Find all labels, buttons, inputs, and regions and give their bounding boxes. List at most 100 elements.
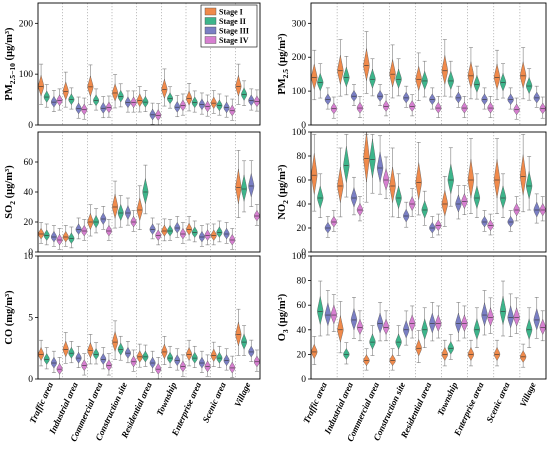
violin bbox=[330, 102, 337, 115]
violin bbox=[473, 74, 481, 93]
violin bbox=[526, 171, 533, 199]
violin bbox=[93, 214, 100, 229]
legend-label: Stage I bbox=[219, 8, 243, 17]
violin bbox=[136, 93, 143, 108]
violin bbox=[429, 93, 436, 106]
violin bbox=[155, 109, 162, 121]
violin bbox=[324, 221, 331, 234]
violin bbox=[229, 104, 236, 117]
violin bbox=[435, 314, 442, 332]
violin bbox=[526, 76, 533, 95]
violin bbox=[241, 87, 248, 101]
y-tick-label: 0 bbox=[28, 375, 33, 385]
violin bbox=[179, 227, 186, 240]
y-axis-label: NO2 (μg/m³) bbox=[277, 164, 290, 220]
y-tick-label: 0 bbox=[28, 248, 33, 258]
violin bbox=[43, 352, 50, 365]
violin bbox=[93, 94, 100, 107]
violin bbox=[533, 201, 540, 218]
violin bbox=[461, 101, 468, 114]
violin bbox=[155, 229, 162, 241]
violin bbox=[376, 312, 384, 334]
violin bbox=[112, 193, 119, 219]
violin bbox=[210, 96, 217, 110]
violin bbox=[43, 229, 50, 241]
y-tick-label: 10 bbox=[24, 252, 34, 262]
y-tick-label: 60 bbox=[297, 301, 307, 311]
y-tick-label: 80 bbox=[297, 277, 307, 287]
violin bbox=[124, 346, 131, 359]
violin bbox=[513, 202, 520, 217]
y-tick-label: 60 bbox=[297, 176, 307, 186]
violin bbox=[223, 227, 230, 240]
violin bbox=[142, 350, 149, 363]
violin bbox=[317, 72, 324, 92]
violin bbox=[499, 185, 507, 210]
violin bbox=[81, 103, 88, 116]
violin bbox=[241, 174, 248, 202]
violin bbox=[50, 356, 57, 369]
y-axis-label: PM2.5−10 (μg/m³) bbox=[4, 27, 17, 101]
violin bbox=[395, 185, 402, 210]
violin bbox=[216, 226, 223, 238]
y-tick-label: 0 bbox=[301, 375, 306, 385]
violin bbox=[415, 338, 422, 357]
violin bbox=[81, 224, 88, 237]
violin bbox=[161, 78, 168, 100]
y-tick-label: 300 bbox=[292, 19, 307, 29]
violin bbox=[149, 356, 156, 369]
violin bbox=[421, 317, 428, 341]
violin bbox=[317, 296, 324, 325]
violin bbox=[441, 190, 448, 217]
category-label: Township bbox=[154, 380, 178, 417]
violin bbox=[382, 168, 390, 191]
violin bbox=[324, 302, 331, 327]
category-label: Traffic area bbox=[301, 380, 329, 425]
violin bbox=[435, 219, 442, 232]
violin bbox=[38, 227, 45, 240]
violin bbox=[350, 186, 358, 208]
violin bbox=[455, 194, 462, 213]
violin bbox=[241, 333, 248, 350]
y-tick-label: 100 bbox=[19, 70, 34, 80]
violin bbox=[487, 219, 494, 232]
chart-panel-4: 0 20 40 60 80 100 NO2 (μg/m³) bbox=[277, 128, 547, 258]
violin bbox=[369, 68, 376, 89]
violin bbox=[56, 94, 63, 107]
violin bbox=[369, 138, 376, 178]
violin bbox=[112, 83, 119, 102]
violin bbox=[167, 224, 174, 237]
violin bbox=[167, 92, 174, 105]
violin bbox=[409, 314, 416, 332]
violin bbox=[105, 224, 112, 237]
violin bbox=[520, 154, 527, 196]
y-tick-label: 200 bbox=[292, 53, 307, 63]
violin bbox=[533, 91, 540, 104]
violin bbox=[447, 340, 454, 355]
violin bbox=[136, 197, 143, 222]
violin bbox=[363, 131, 370, 183]
violin bbox=[75, 351, 82, 364]
violin bbox=[447, 163, 454, 195]
violin bbox=[105, 101, 112, 114]
violin bbox=[382, 318, 390, 336]
violin bbox=[356, 202, 364, 217]
violin bbox=[161, 343, 168, 360]
violin bbox=[62, 340, 69, 358]
violin bbox=[499, 72, 507, 92]
violin bbox=[198, 98, 205, 111]
violin bbox=[389, 354, 396, 367]
violin bbox=[179, 360, 186, 373]
violin bbox=[421, 199, 428, 219]
category-label: Scenic area bbox=[200, 380, 228, 424]
violin bbox=[130, 96, 137, 109]
violin bbox=[68, 346, 75, 359]
violin bbox=[149, 108, 156, 121]
violin bbox=[191, 351, 198, 364]
y-axis-label: O3 (μg/m³) bbox=[277, 293, 290, 341]
violin bbox=[50, 230, 57, 243]
violin bbox=[198, 356, 205, 369]
violin bbox=[493, 159, 501, 199]
